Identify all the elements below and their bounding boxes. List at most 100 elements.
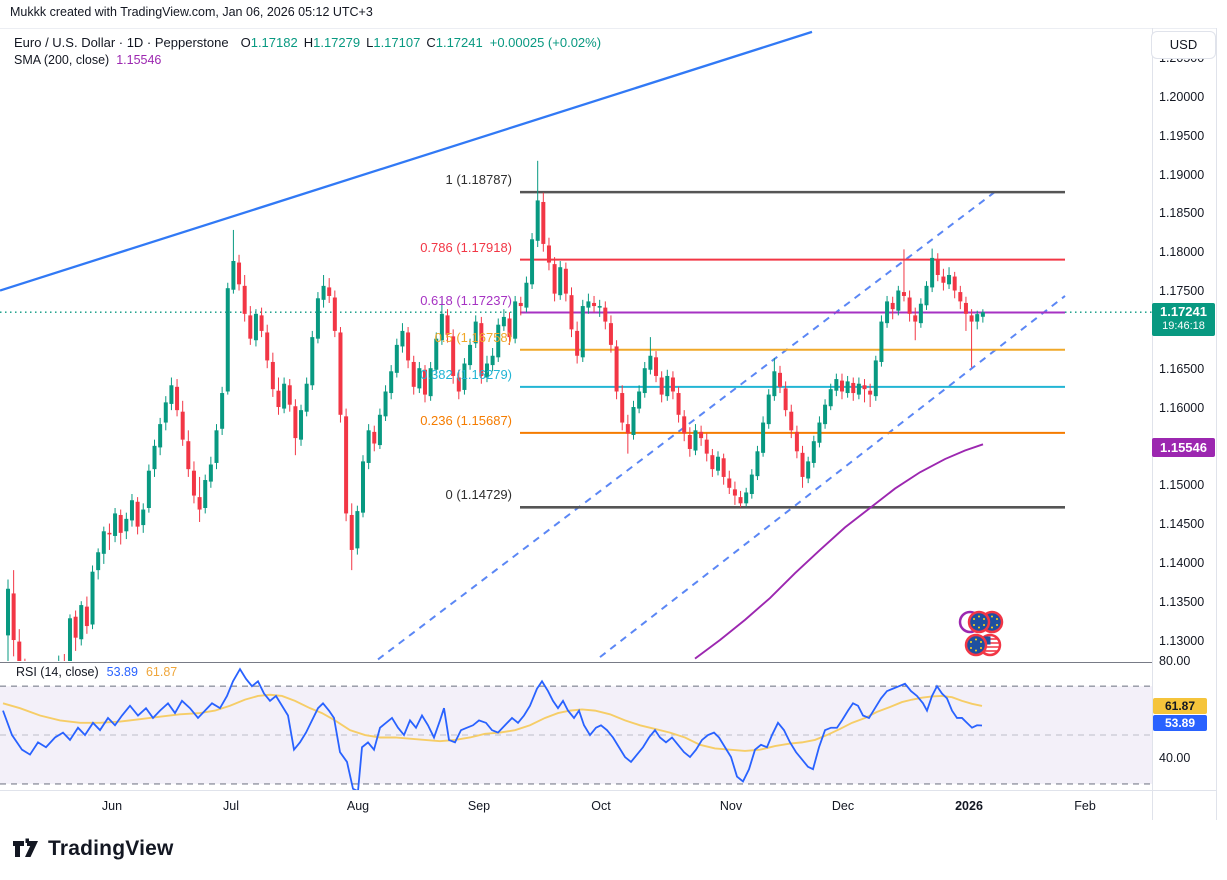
candle: [975, 310, 980, 330]
candle: [817, 416, 822, 448]
candle: [225, 282, 230, 395]
candle: [648, 337, 653, 375]
candle: [783, 381, 788, 417]
candle: [901, 249, 906, 302]
candle: [327, 278, 332, 303]
candle: [141, 503, 146, 533]
rsi-pane[interactable]: [0, 667, 1152, 791]
candle: [338, 327, 343, 423]
candle: [394, 338, 399, 378]
candle: [518, 296, 523, 316]
candle: [203, 474, 208, 514]
candle: [873, 355, 878, 401]
pane-top-border: [0, 28, 1216, 29]
price-tick: 1.15000: [1159, 478, 1205, 493]
candle: [411, 355, 416, 395]
candle: [569, 287, 574, 338]
candle: [304, 377, 309, 417]
candle: [654, 351, 659, 383]
candle: [839, 373, 844, 400]
candle: [214, 424, 219, 470]
price-tick: 1.16500: [1159, 361, 1205, 376]
candle: [377, 408, 382, 449]
candle: [344, 408, 349, 522]
candle: [321, 274, 326, 308]
candle: [11, 570, 16, 657]
tradingview-logo[interactable]: TradingView: [12, 835, 174, 863]
candle: [670, 371, 675, 400]
bar-countdown: 19:46:18: [1162, 320, 1205, 332]
sma-label[interactable]: SMA (200, close): [14, 53, 110, 67]
candle: [862, 379, 867, 403]
candle: [631, 400, 636, 440]
candle: [597, 299, 602, 317]
candle: [158, 417, 163, 456]
candle: [175, 379, 180, 417]
candle: [682, 410, 687, 442]
candle: [761, 416, 766, 457]
price-tick: 1.16000: [1159, 400, 1205, 415]
time-tick: Oct: [591, 799, 611, 813]
candle: [885, 295, 890, 328]
candle: [930, 248, 935, 293]
candle: [361, 455, 366, 518]
price-tick: 1.20000: [1159, 89, 1205, 104]
candle: [237, 254, 242, 291]
candle: [191, 461, 196, 504]
candle: [603, 301, 608, 330]
trendline[interactable]: [0, 30, 813, 292]
ohlc-value: 1.17107: [373, 35, 421, 50]
candle: [152, 439, 157, 477]
candle: [67, 614, 72, 661]
change-value: +0.00025 (+0.02%): [489, 35, 602, 50]
eur-flag-icon: [964, 633, 988, 657]
candle: [749, 469, 754, 499]
candle: [963, 296, 968, 331]
candle: [383, 385, 388, 422]
time-tick: Nov: [719, 799, 743, 813]
pane-separator[interactable]: [0, 662, 1152, 663]
ohlc-key: L: [366, 35, 374, 50]
tradingview-logo-text: TradingView: [48, 837, 174, 860]
candle: [113, 507, 118, 543]
candle: [129, 494, 134, 527]
candle: [17, 629, 22, 661]
candle: [180, 400, 185, 446]
candle: [552, 257, 557, 302]
candle: [79, 601, 84, 646]
symbol-title[interactable]: Euro / U.S. Dollar · 1D · Pepperstone: [14, 35, 229, 50]
candle: [6, 579, 10, 661]
candle: [614, 340, 619, 400]
watermark-text: Mukkk created with TradingView.com, Jan …: [10, 5, 373, 19]
ohlc-value: 1.17241: [435, 35, 483, 50]
main-pane[interactable]: [0, 30, 1152, 797]
fib-level-label: 0.618 (1.17237): [420, 292, 512, 308]
candle: [699, 425, 704, 446]
rsi-line: [2, 667, 983, 790]
rsi-ma-value: 61.87: [145, 665, 178, 679]
candle: [918, 298, 923, 328]
currency-toggle-button[interactable]: USD: [1151, 31, 1216, 59]
candle: [772, 358, 777, 401]
rsi-title[interactable]: RSI (14, close): [16, 665, 99, 679]
candle: [456, 369, 461, 400]
candle: [73, 610, 78, 651]
candle: [969, 309, 974, 368]
candle: [580, 299, 585, 362]
sma200-line[interactable]: [694, 443, 984, 660]
candle: [777, 365, 782, 394]
candle: [428, 361, 433, 401]
candle: [135, 497, 140, 535]
candle: [389, 365, 394, 400]
candle: [924, 281, 929, 310]
price-tick: 1.13000: [1159, 633, 1205, 648]
candle: [332, 290, 337, 338]
time-tick: Jul: [223, 799, 239, 813]
candle: [146, 464, 151, 513]
candle: [744, 487, 749, 507]
candle: [434, 332, 439, 375]
sma-price-badge: 1.15546: [1152, 438, 1215, 457]
candle: [276, 377, 281, 415]
candle: [507, 312, 512, 345]
